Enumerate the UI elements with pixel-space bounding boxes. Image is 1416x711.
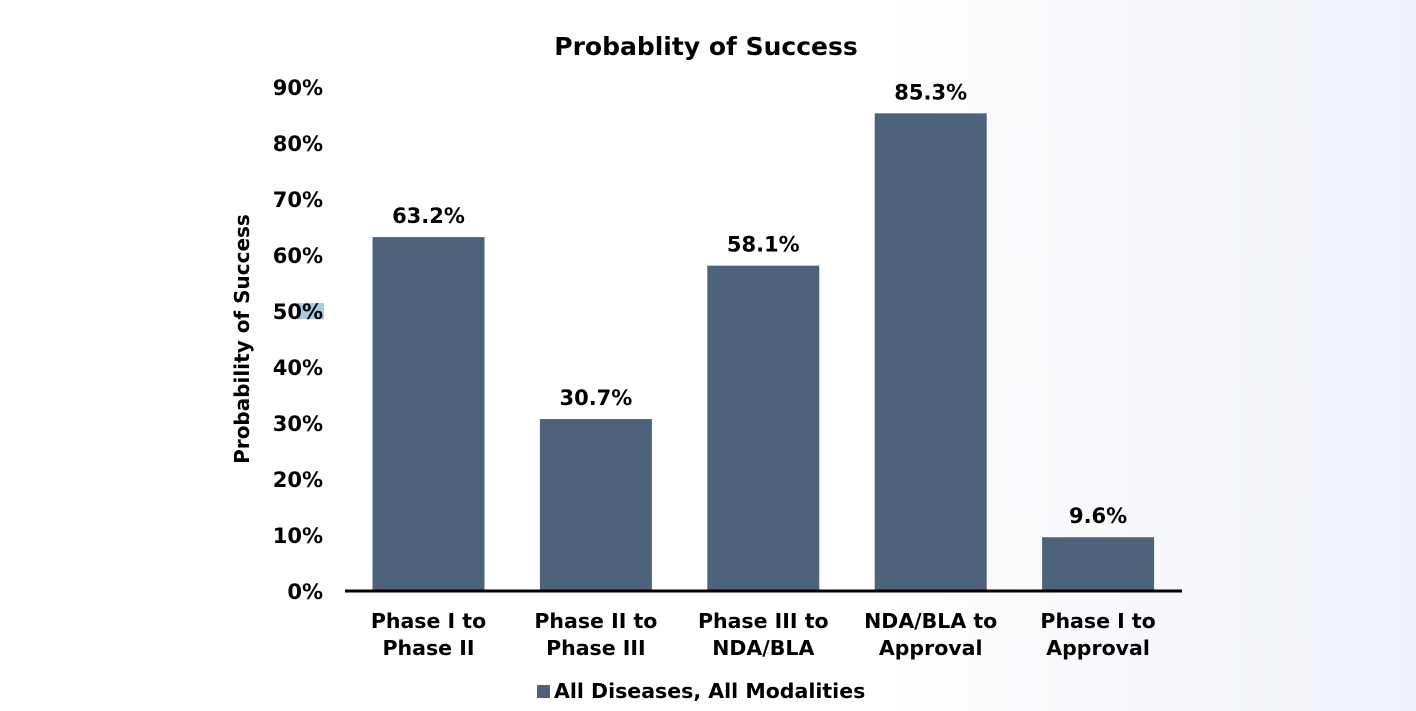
legend-label: All Diseases, All Modalities xyxy=(554,679,865,703)
y-tick-label: 20% xyxy=(273,468,323,492)
data-label: 58.1% xyxy=(727,233,800,257)
y-tick-label: 0% xyxy=(287,580,323,604)
x-category-label: Phase III to xyxy=(698,609,829,633)
x-category-label: NDA/BLA to xyxy=(864,609,997,633)
tick-highlight-mark xyxy=(297,303,324,319)
y-tick-label: 10% xyxy=(273,524,323,548)
x-category-label: Phase I to xyxy=(1040,609,1155,633)
y-tick-label: 50% xyxy=(273,300,323,324)
bar xyxy=(372,237,485,591)
bar xyxy=(1042,537,1155,591)
y-tick-label: 70% xyxy=(273,188,323,212)
x-category-label: Phase II xyxy=(383,636,475,660)
y-tick-label: 60% xyxy=(273,244,323,268)
data-label: 85.3% xyxy=(894,80,967,104)
x-axis-categories: Phase I to Phase II Phase II to Phase III Ph… xyxy=(371,609,1156,660)
chart-title: Probablity of Success xyxy=(554,32,858,61)
x-category-label: Phase III xyxy=(546,636,646,660)
x-category-label: Phase II to xyxy=(534,609,657,633)
data-label: 9.6% xyxy=(1069,504,1127,528)
y-tick-label: 40% xyxy=(273,356,323,380)
bars: 63.2% 30.7% 58.1% 85.3% 9.6% xyxy=(345,80,1182,593)
data-label: 63.2% xyxy=(392,204,465,228)
y-axis-ticks: 0% 10% 20% 30% 40% 50% 60% 70% 80% 90% xyxy=(273,76,323,604)
legend: All Diseases, All Modalities xyxy=(537,679,865,703)
x-category-label: Approval xyxy=(1046,636,1150,660)
y-tick-label: 30% xyxy=(273,412,323,436)
x-category-label: Phase I to xyxy=(371,609,486,633)
data-label: 30.7% xyxy=(559,386,632,410)
y-tick-label: 90% xyxy=(273,76,323,100)
bar xyxy=(707,265,820,591)
legend-swatch xyxy=(537,685,550,698)
bar xyxy=(539,419,652,591)
x-category-label: NDA/BLA xyxy=(712,636,814,660)
x-category-label: Approval xyxy=(879,636,983,660)
bar xyxy=(874,113,987,591)
y-axis-label: Probability of Success xyxy=(230,214,254,464)
y-tick-label: 80% xyxy=(273,132,323,156)
